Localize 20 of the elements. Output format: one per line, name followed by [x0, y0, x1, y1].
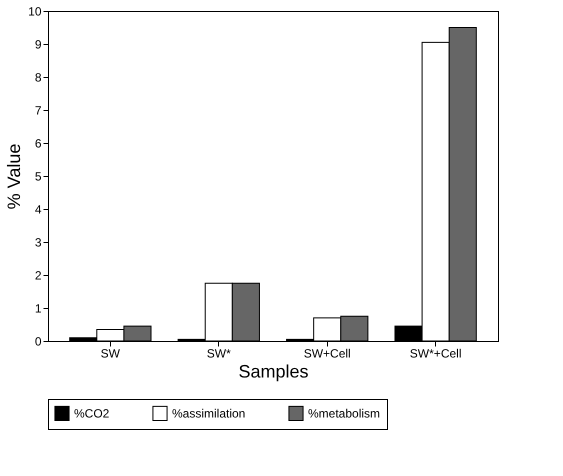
legend-label: %assimilation [172, 406, 246, 420]
x-tick-label: SW*+Cell [410, 346, 462, 360]
y-tick-label: 8 [34, 70, 42, 84]
y-tick-label: 3 [34, 236, 42, 250]
y-tick-label: 9 [34, 38, 42, 52]
x-tick-label: SW [100, 346, 121, 360]
y-tick-label: 7 [34, 104, 42, 118]
x-tick-label: SW* [206, 346, 232, 360]
y-tick-label: 6 [34, 136, 42, 150]
legend-label: %metabolism [308, 406, 380, 420]
y-tick-label: 0 [34, 334, 42, 348]
legend-label: %CO2 [74, 406, 110, 420]
y-axis-title: % Value [4, 144, 24, 210]
y-tick-label: 4 [34, 202, 42, 216]
y-tick-label: 5 [34, 170, 42, 184]
y-tick-label: 10 [28, 4, 42, 18]
x-tick-label: SW+Cell [304, 346, 351, 360]
y-tick-label: 1 [34, 302, 42, 316]
x-axis-title: Samples [238, 362, 309, 382]
y-tick-label: 2 [34, 268, 42, 282]
